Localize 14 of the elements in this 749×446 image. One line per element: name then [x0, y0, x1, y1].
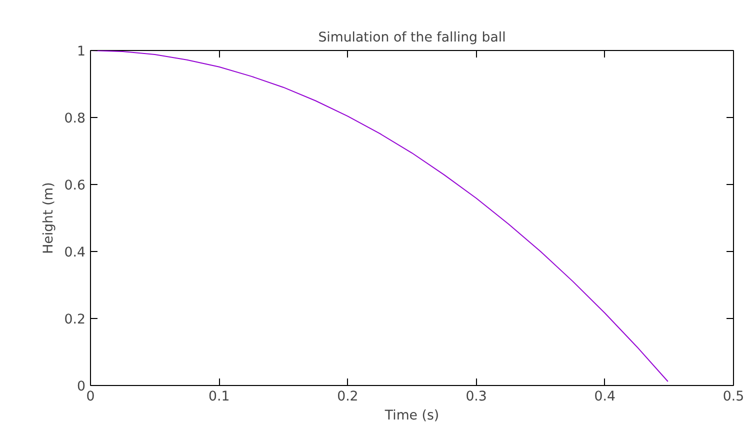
y-tick-label: 0.6: [64, 178, 86, 194]
x-tick-label: 0.1: [208, 390, 230, 404]
y-tick-label: 0.2: [64, 312, 86, 328]
x-tick-label: 0.2: [337, 390, 358, 404]
y-tick-label: 0.8: [64, 112, 86, 126]
x-tick-label: 0.3: [466, 390, 487, 404]
chart-title: Simulation of the falling ball: [318, 30, 506, 46]
y-tick-label: 0: [77, 380, 86, 394]
x-tick-label: 0.5: [722, 390, 744, 404]
y-axis-title: Height (m): [41, 182, 56, 254]
y-tick-label: 1: [77, 44, 86, 60]
x-axis-title: Time (s): [384, 408, 440, 424]
x-tick-label: 0.4: [594, 390, 616, 404]
y-tick-label: 0.4: [64, 246, 86, 260]
